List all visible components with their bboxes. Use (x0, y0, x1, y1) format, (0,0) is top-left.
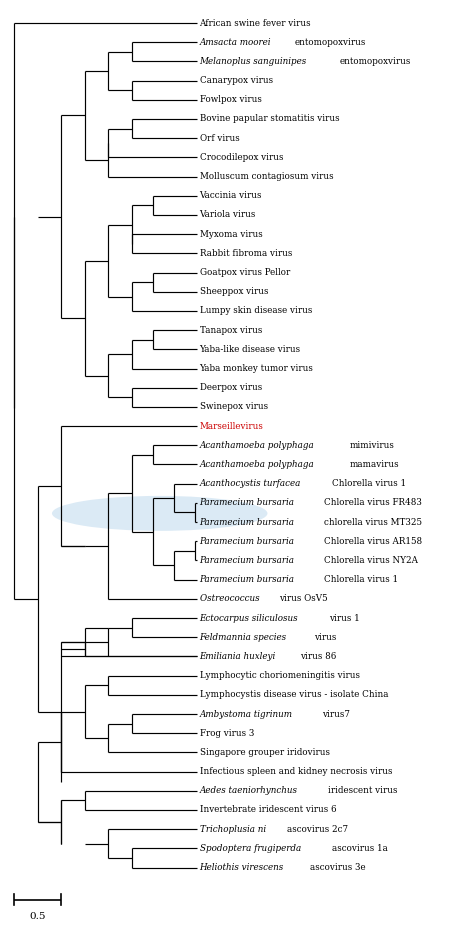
Text: Paramecium bursaria: Paramecium bursaria (200, 556, 297, 565)
Text: Swinepox virus: Swinepox virus (200, 403, 268, 411)
Text: Orf virus: Orf virus (200, 133, 239, 143)
Text: Lumpy skin disease virus: Lumpy skin disease virus (200, 307, 312, 316)
Text: chlorella virus MT325: chlorella virus MT325 (324, 518, 422, 527)
Text: Fowlpox virus: Fowlpox virus (200, 95, 261, 105)
Text: Rabbit fibroma virus: Rabbit fibroma virus (200, 249, 292, 257)
Text: virus: virus (314, 632, 337, 642)
Text: Melanoplus sanguinipes: Melanoplus sanguinipes (200, 56, 310, 66)
Text: entomopoxvirus: entomopoxvirus (340, 56, 411, 66)
Text: Spodoptera frugiperda: Spodoptera frugiperda (200, 844, 303, 853)
Text: Acanthamoeba polyphaga: Acanthamoeba polyphaga (200, 441, 317, 450)
Text: ascovirus 3e: ascovirus 3e (310, 863, 366, 872)
Text: Singapore grouper iridovirus: Singapore grouper iridovirus (200, 748, 329, 757)
Text: Canarypox virus: Canarypox virus (200, 76, 273, 85)
Text: Variola virus: Variola virus (200, 210, 256, 219)
Text: Molluscum contagiosum virus: Molluscum contagiosum virus (200, 172, 333, 181)
Text: virus 86: virus 86 (300, 652, 337, 661)
Text: Yaba-like disease virus: Yaba-like disease virus (200, 344, 301, 354)
Text: Lymphocystis disease virus - isolate China: Lymphocystis disease virus - isolate Chi… (200, 690, 388, 699)
Text: Paramecium bursaria: Paramecium bursaria (200, 537, 297, 545)
Text: Tanapox virus: Tanapox virus (200, 326, 262, 334)
Text: Lymphocytic choriomeningitis virus: Lymphocytic choriomeningitis virus (200, 671, 359, 680)
Text: Chlorella virus 1: Chlorella virus 1 (332, 479, 406, 488)
Text: mamavirus: mamavirus (349, 460, 399, 469)
Text: Crocodilepox virus: Crocodilepox virus (200, 153, 283, 162)
Text: Marseillevirus: Marseillevirus (200, 421, 264, 431)
Text: Chlorella virus 1: Chlorella virus 1 (324, 575, 398, 584)
Text: 0.5: 0.5 (30, 912, 46, 920)
Text: Bovine papular stomatitis virus: Bovine papular stomatitis virus (200, 115, 339, 123)
Text: Chlorella virus FR483: Chlorella virus FR483 (324, 498, 422, 507)
Text: virus7: virus7 (322, 709, 350, 719)
Text: Goatpox virus Pellor: Goatpox virus Pellor (200, 268, 290, 277)
Text: Feldmannia species: Feldmannia species (200, 632, 290, 642)
Text: Infectious spleen and kidney necrosis virus: Infectious spleen and kidney necrosis vi… (200, 767, 392, 776)
Text: virus OsV5: virus OsV5 (279, 594, 328, 604)
Text: iridescent virus: iridescent virus (328, 786, 398, 795)
Text: Chlorella virus NY2A: Chlorella virus NY2A (324, 556, 418, 565)
Text: Vaccinia virus: Vaccinia virus (200, 192, 262, 200)
Ellipse shape (52, 496, 267, 531)
Text: Emiliania huxleyi: Emiliania huxleyi (200, 652, 279, 661)
Text: Invertebrate iridescent virus 6: Invertebrate iridescent virus 6 (200, 806, 336, 815)
Text: Sheeppox virus: Sheeppox virus (200, 287, 268, 296)
Text: Deerpox virus: Deerpox virus (200, 383, 262, 393)
Text: Ostreococcus: Ostreococcus (200, 594, 262, 604)
Text: entomopoxvirus: entomopoxvirus (294, 38, 365, 46)
Text: Acanthamoeba polyphaga: Acanthamoeba polyphaga (200, 460, 317, 469)
Text: ascovirus 1a: ascovirus 1a (332, 844, 388, 853)
Text: Aedes taeniorhynchus: Aedes taeniorhynchus (200, 786, 300, 795)
Text: Yaba monkey tumor virus: Yaba monkey tumor virus (200, 364, 313, 373)
Text: Heliothis virescens: Heliothis virescens (200, 863, 286, 872)
Text: Paramecium bursaria: Paramecium bursaria (200, 575, 297, 584)
Text: Amsacta moorei: Amsacta moorei (200, 38, 274, 46)
Text: Ambystoma tigrinum: Ambystoma tigrinum (200, 709, 295, 719)
Text: ascovirus 2c7: ascovirus 2c7 (287, 825, 348, 833)
Text: Acanthocystis turfacea: Acanthocystis turfacea (200, 479, 304, 488)
Text: Frog virus 3: Frog virus 3 (200, 729, 254, 738)
Text: Chlorella virus AR158: Chlorella virus AR158 (324, 537, 422, 545)
Text: mimivirus: mimivirus (349, 441, 394, 450)
Text: Paramecium bursaria: Paramecium bursaria (200, 498, 297, 507)
Text: Myxoma virus: Myxoma virus (200, 230, 262, 239)
Text: virus 1: virus 1 (329, 614, 360, 622)
Text: Trichoplusia ni: Trichoplusia ni (200, 825, 268, 833)
Text: Paramecium bursaria: Paramecium bursaria (200, 518, 297, 527)
Text: Ectocarpus siliculosus: Ectocarpus siliculosus (200, 614, 301, 622)
Text: African swine fever virus: African swine fever virus (200, 19, 311, 28)
